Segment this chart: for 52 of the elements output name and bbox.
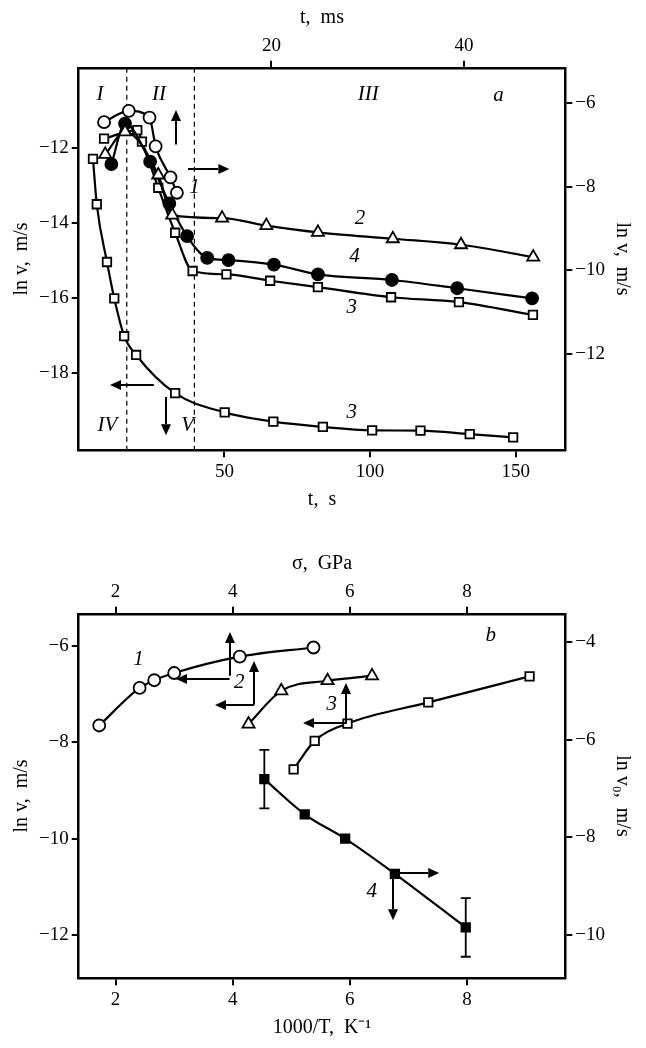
annotation: 2 — [354, 204, 366, 229]
y2-tick-label: −6 — [575, 727, 596, 749]
x-tick-label: 4 — [227, 987, 238, 1009]
x2-tick-label: 4 — [227, 580, 238, 602]
x-tick-label: 50 — [214, 459, 234, 481]
y2-axis-title: ln v, m/s — [612, 222, 635, 296]
annotation: a — [493, 81, 504, 106]
y-tick-label: −6 — [48, 634, 69, 656]
y2-tick-label: −6 — [575, 91, 596, 113]
annotation: 3 — [345, 294, 357, 319]
x-tick-label: 6 — [345, 987, 355, 1009]
annotation: II — [151, 80, 167, 105]
x-tick-label: 150 — [501, 459, 530, 481]
x-axis-title: t, s — [307, 487, 337, 510]
y-tick-label: −12 — [39, 136, 69, 158]
y-axis-title: ln v, m/s — [9, 222, 32, 296]
annotation: 3 — [345, 398, 357, 423]
y-tick-label: −18 — [39, 361, 69, 383]
annotation: 1 — [133, 645, 144, 670]
y-tick-label: −10 — [39, 826, 69, 848]
y-tick-label: −8 — [48, 730, 69, 752]
y-tick-label: −16 — [39, 286, 69, 308]
x2-tick-label: 20 — [261, 34, 281, 56]
annotation: I — [95, 80, 105, 105]
x2-axis-title: σ, GPa — [291, 551, 353, 574]
x2-tick-label: 8 — [462, 580, 472, 602]
y-axis-title: ln v, m/s — [9, 759, 32, 833]
annotation: b — [485, 621, 497, 646]
x-tick-label: 100 — [355, 459, 385, 481]
y2-tick-label: −8 — [575, 174, 596, 196]
y2-axis-title: ln v₀, m/s — [612, 755, 635, 837]
y2-tick-label: −10 — [575, 922, 605, 944]
annotation: 4 — [366, 878, 378, 903]
x2-tick-label: 2 — [110, 580, 121, 602]
x2-tick-label: 6 — [345, 580, 355, 602]
y2-tick-label: −4 — [575, 630, 596, 652]
x-axis-title: 1000/T, K⁻¹ — [272, 1015, 372, 1038]
annotation: III — [356, 80, 380, 105]
annotation: 3 — [325, 691, 337, 716]
annotation: 4 — [349, 243, 361, 268]
y-tick-label: −14 — [39, 211, 70, 233]
x2-tick-label: 40 — [454, 34, 474, 56]
x-tick-label: 2 — [110, 987, 121, 1009]
y2-tick-label: −10 — [575, 258, 605, 280]
y2-tick-label: −8 — [575, 825, 596, 847]
annotation: IV — [96, 411, 120, 436]
annotation: V — [181, 411, 197, 436]
y2-tick-label: −12 — [575, 342, 605, 364]
y-tick-label: −12 — [39, 922, 69, 944]
x-tick-label: 8 — [462, 987, 472, 1009]
annotation: 2 — [234, 669, 246, 694]
x2-axis-title: t, ms — [300, 5, 345, 28]
